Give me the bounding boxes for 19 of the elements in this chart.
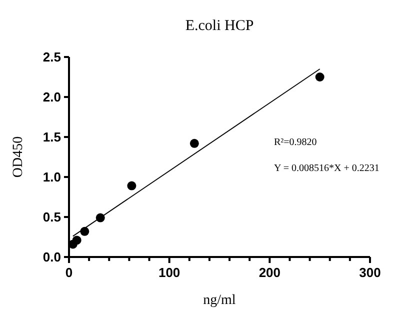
y-tick-label: 0.5	[42, 210, 61, 225]
y-tick-label: 2.0	[42, 90, 61, 105]
x-tick-label: 0	[65, 265, 73, 280]
x-tick-label: 200	[258, 265, 281, 280]
point	[127, 181, 136, 190]
point	[190, 138, 199, 148]
point	[315, 72, 324, 82]
y-tick-label: 2.5	[42, 50, 61, 65]
annotation: R²=0.9820	[274, 137, 317, 148]
x-tick-label: 100	[158, 265, 180, 280]
chart-title: E.coli HCP	[185, 18, 254, 34]
annotation: Y = 0.008516*X + 0.2231	[274, 163, 380, 174]
y-tick-label: 1.5	[42, 130, 61, 145]
y-tick-label: 1.0	[42, 170, 61, 185]
point	[72, 236, 82, 245]
x-tick-label: 300	[359, 265, 381, 280]
y-axis-title: OD450	[11, 136, 26, 178]
x-axis-title: ng/ml	[203, 293, 236, 308]
y-tick-label: 0.0	[42, 250, 61, 265]
